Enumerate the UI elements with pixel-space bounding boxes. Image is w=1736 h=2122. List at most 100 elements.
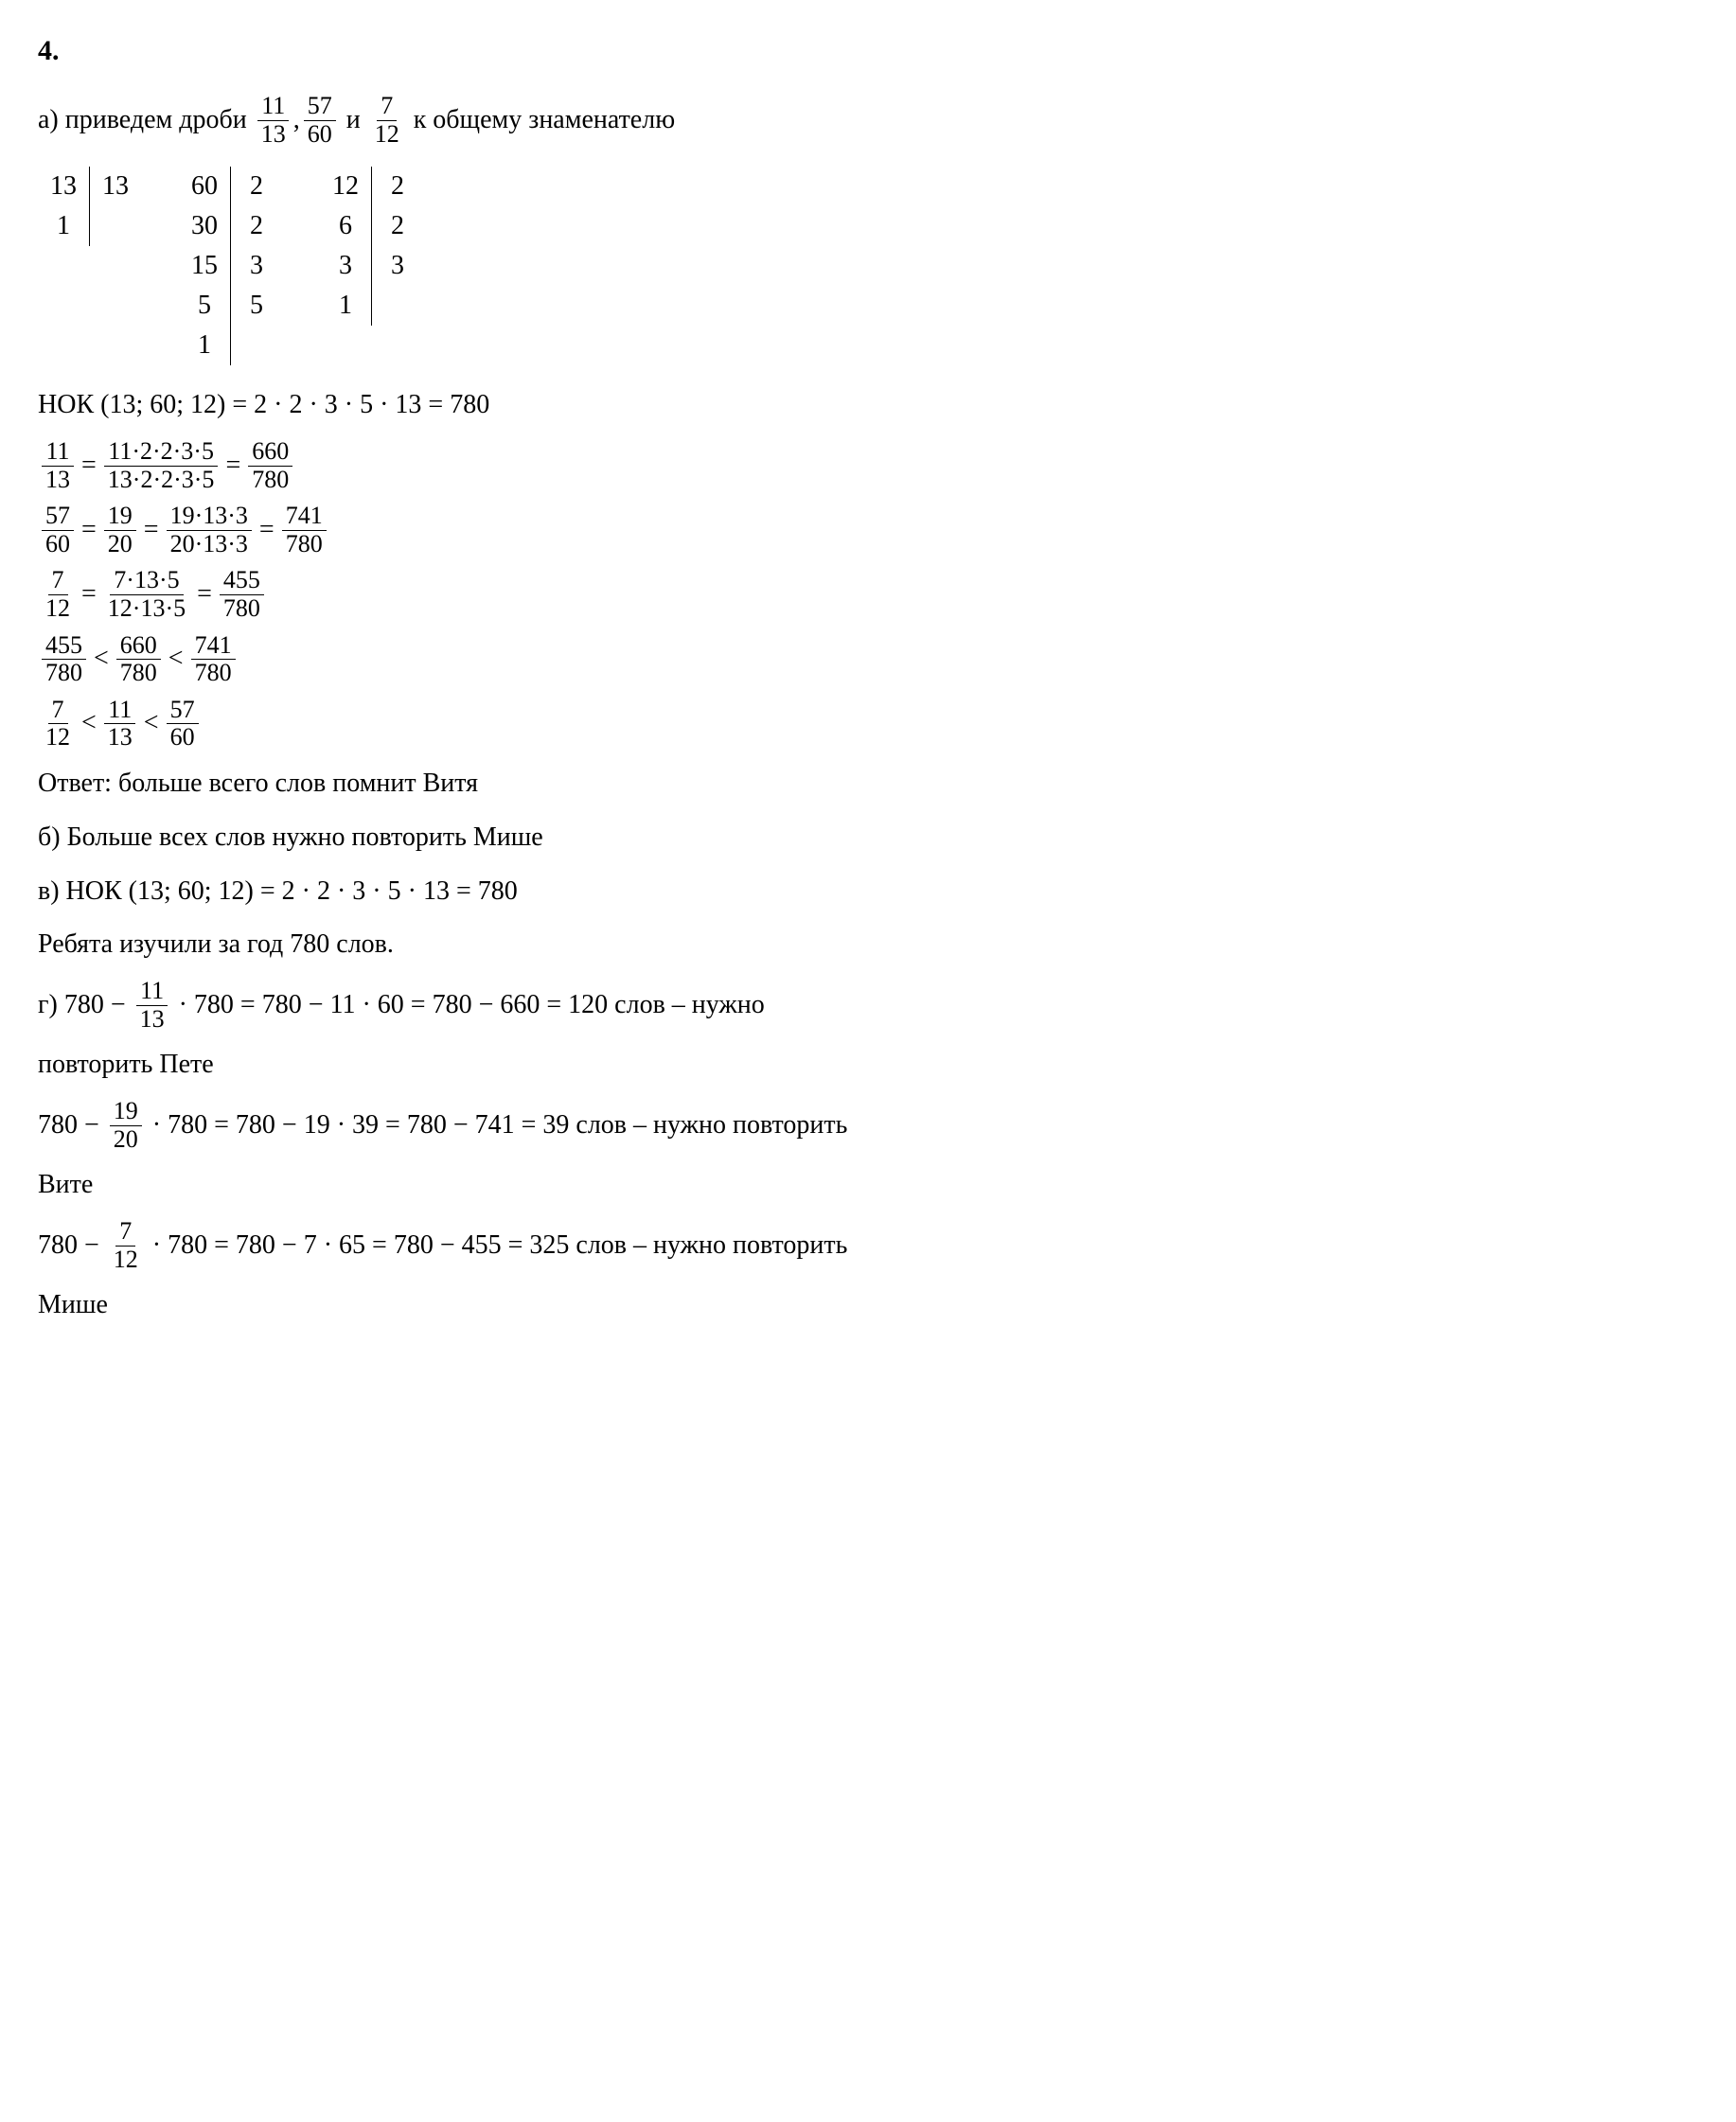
factor-cell: 30: [190, 206, 219, 246]
factor-cell: 1: [331, 286, 360, 326]
frac: 741 780: [191, 632, 236, 687]
denominator: 12: [371, 121, 403, 149]
frac: 660 780: [248, 438, 292, 493]
equals: =: [81, 509, 97, 552]
denominator: 13: [136, 1006, 168, 1034]
numerator: 11: [257, 93, 289, 121]
eq-pre: 780 −: [38, 1225, 99, 1267]
eq-post: · 780 = 780 − 11 · 60 = 780 − 660 = 120 …: [179, 984, 765, 1027]
factor-cell: 3: [383, 246, 412, 286]
factor-right-col: 2 2 3: [371, 167, 423, 326]
factor-table-12: 12 6 3 1 2 2 3: [320, 167, 423, 326]
less-than: <: [81, 702, 97, 745]
frac-7-12: 7 12: [371, 93, 403, 148]
equals: =: [259, 509, 275, 552]
intro-text: приведем дроби: [65, 99, 247, 142]
factor-cell: [383, 286, 412, 326]
compare-780: 455 780 < 660 780 < 741 780: [38, 632, 1698, 687]
factor-right-col: 13: [89, 167, 141, 246]
part-g-eq2-line2: Вите: [38, 1164, 1698, 1207]
and-text: и: [346, 99, 361, 142]
numerator: 741: [191, 632, 236, 661]
frac: 11·2·2·3·5 13·2·2·3·5: [104, 438, 219, 493]
factor-table-60: 60 30 15 5 1 2 2 3 5: [179, 167, 282, 365]
factor-cell: 6: [331, 206, 360, 246]
eq-continuation: Вите: [38, 1164, 93, 1207]
denominator: 13: [257, 121, 290, 149]
frac: 11 13: [104, 697, 136, 752]
frac: 57 60: [42, 503, 74, 557]
answer-text: больше всего слов помнит Витя: [118, 763, 478, 805]
frac: 11 13: [136, 978, 168, 1033]
numerator: 7·13·5: [110, 567, 183, 595]
part-b-line: б) Больше всех слов нужно повторить Мише: [38, 817, 1698, 859]
denominator: 12·13·5: [104, 595, 189, 623]
denominator: 12: [110, 1247, 142, 1274]
factor-cell: [101, 206, 130, 246]
equals: =: [81, 445, 97, 487]
numerator: 11: [104, 697, 135, 725]
factor-cell: 5: [190, 286, 219, 326]
frac: 7 12: [42, 697, 74, 752]
frac: 741 780: [282, 503, 327, 557]
factor-cell: 13: [49, 167, 78, 206]
less-than: <: [94, 638, 109, 681]
part-a-intro: а) приведем дроби 11 13 , 57 60 и 7 12 к…: [38, 93, 1698, 148]
factor-cell: 3: [242, 246, 271, 286]
frac: 57 60: [167, 697, 199, 752]
numerator: 19: [104, 503, 136, 531]
factor-left-col: 60 30 15 5 1: [179, 167, 230, 365]
eq-post: · 780 = 780 − 7 · 65 = 780 − 455 = 325 с…: [152, 1225, 848, 1267]
numerator: 11: [42, 438, 73, 467]
numerator: 7: [377, 93, 397, 121]
equals: =: [225, 445, 240, 487]
denominator: 780: [116, 660, 161, 687]
part-g-eq1: г) 780 − 11 13 · 780 = 780 − 11 · 60 = 7…: [38, 978, 1698, 1033]
denominator: 12: [42, 724, 74, 752]
answer-a-line: Ответ: больше всего слов помнит Витя: [38, 763, 1698, 805]
problem-number: 4.: [38, 28, 1698, 74]
factor-cell: 13: [101, 167, 130, 206]
factor-cell: 15: [190, 246, 219, 286]
denominator: 60: [167, 724, 199, 752]
eq-post: · 780 = 780 − 19 · 39 = 780 − 741 = 39 с…: [152, 1105, 848, 1147]
frac: 7 12: [42, 567, 74, 622]
numerator: 57: [42, 503, 74, 531]
part-g-label: г): [38, 984, 58, 1027]
factor-cell: 2: [242, 206, 271, 246]
factor-table-13: 13 1 13: [38, 167, 141, 246]
comma: ,: [293, 99, 300, 142]
factor-cell: 1: [190, 326, 219, 365]
numerator: 57: [304, 93, 336, 121]
nok-line: НОК (13; 60; 12) = 2 · 2 · 3 · 5 · 13 = …: [38, 384, 1698, 427]
numerator: 455: [42, 632, 86, 661]
reduction-2: 57 60 = 19 20 = 19·13·3 20·13·3 = 741 78…: [38, 503, 1698, 557]
denominator: 780: [42, 660, 86, 687]
compare-original: 7 12 < 11 13 < 57 60: [38, 697, 1698, 752]
reduction-1: 11 13 = 11·2·2·3·5 13·2·2·3·5 = 660 780: [38, 438, 1698, 493]
factor-cell: 12: [331, 167, 360, 206]
part-v-line-1: в) НОК (13; 60; 12) = 2 · 2 · 3 · 5 · 13…: [38, 871, 1698, 913]
denominator: 20: [110, 1126, 142, 1154]
numerator: 7: [48, 567, 68, 595]
denominator: 780: [220, 595, 264, 623]
less-than: <: [168, 638, 184, 681]
factor-cell: 3: [331, 246, 360, 286]
numerator: 11: [136, 978, 168, 1006]
denominator: 20·13·3: [167, 531, 252, 558]
frac: 455 780: [42, 632, 86, 687]
denominator: 13·2·2·3·5: [104, 467, 219, 494]
frac: 7·13·5 12·13·5: [104, 567, 189, 622]
frac: 11 13: [42, 438, 74, 493]
numerator: 660: [248, 438, 292, 467]
factor-cell: 5: [242, 286, 271, 326]
factorization-tables: 13 1 13 60 30 15 5 1 2 2 3 5 12 6 3 1: [38, 167, 1698, 365]
numerator: 11·2·2·3·5: [104, 438, 218, 467]
frac: 455 780: [220, 567, 264, 622]
frac: 19 20: [110, 1098, 142, 1153]
denominator: 13: [42, 467, 74, 494]
eq-pre: 780 −: [38, 1105, 99, 1147]
denominator: 780: [191, 660, 236, 687]
denominator: 13: [104, 724, 136, 752]
equals: =: [197, 574, 212, 616]
